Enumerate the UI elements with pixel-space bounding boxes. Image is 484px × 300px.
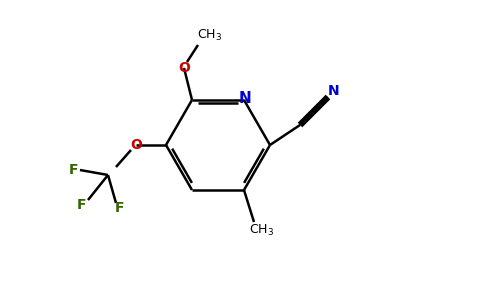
Text: CH$_3$: CH$_3$ — [249, 223, 274, 238]
Text: F: F — [69, 163, 79, 177]
Text: N: N — [239, 92, 251, 106]
Text: N: N — [328, 84, 340, 98]
Text: O: O — [130, 138, 142, 152]
Text: F: F — [77, 198, 87, 212]
Text: O: O — [178, 61, 190, 75]
Text: F: F — [115, 201, 125, 215]
Text: CH$_3$: CH$_3$ — [197, 27, 223, 43]
